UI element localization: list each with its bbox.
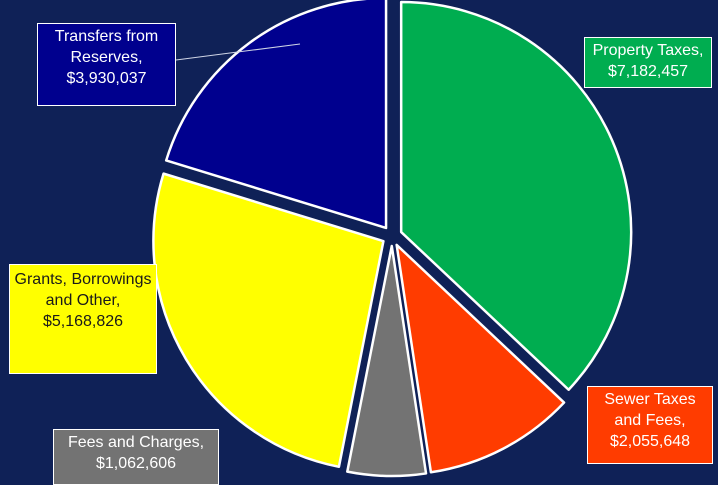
data-label-sewer-taxes-category: Sewer Taxes and Fees, (604, 391, 696, 429)
data-label-transfers-from-reserves-value: $3,930,037 (66, 70, 147, 87)
leader-line-transfers-from-reserves (175, 43, 301, 61)
data-label-property-taxes-value: $7,182,457 (607, 63, 689, 80)
pie-slice-grants-borrowings (152, 172, 385, 469)
data-label-transfers-from-reserves: Transfers from Reserves, $3,930,037 (37, 23, 176, 106)
data-label-fees-and-charges: Fees and Charges, $1,062,606 (53, 429, 219, 485)
data-label-sewer-taxes-value: $2,055,648 (609, 433, 691, 450)
data-label-property-taxes: Property Taxes, $7,182,457 (584, 37, 712, 88)
data-label-sewer-taxes: Sewer Taxes and Fees, $2,055,648 (587, 386, 713, 464)
data-label-grants-borrowings-category: Grants, Borrowings and Other, (14, 271, 152, 309)
pie-slice-property-taxes (399, 0, 633, 391)
data-label-property-taxes-category: Property Taxes, (592, 42, 704, 59)
pie-slice-transfers-from-reserves (164, 0, 388, 230)
data-label-grants-borrowings-value: $5,168,826 (42, 313, 124, 330)
data-label-fees-and-charges-category: Fees and Charges, (67, 434, 205, 451)
pie-slice-fees-and-charges (346, 244, 428, 478)
pie-slice-sewer-taxes (395, 243, 566, 474)
data-label-transfers-from-reserves-category: Transfers from Reserves, (54, 28, 159, 66)
data-label-grants-borrowings: Grants, Borrowings and Other, $5,168,826 (9, 264, 157, 374)
data-label-fees-and-charges-value: $1,062,606 (95, 455, 177, 472)
